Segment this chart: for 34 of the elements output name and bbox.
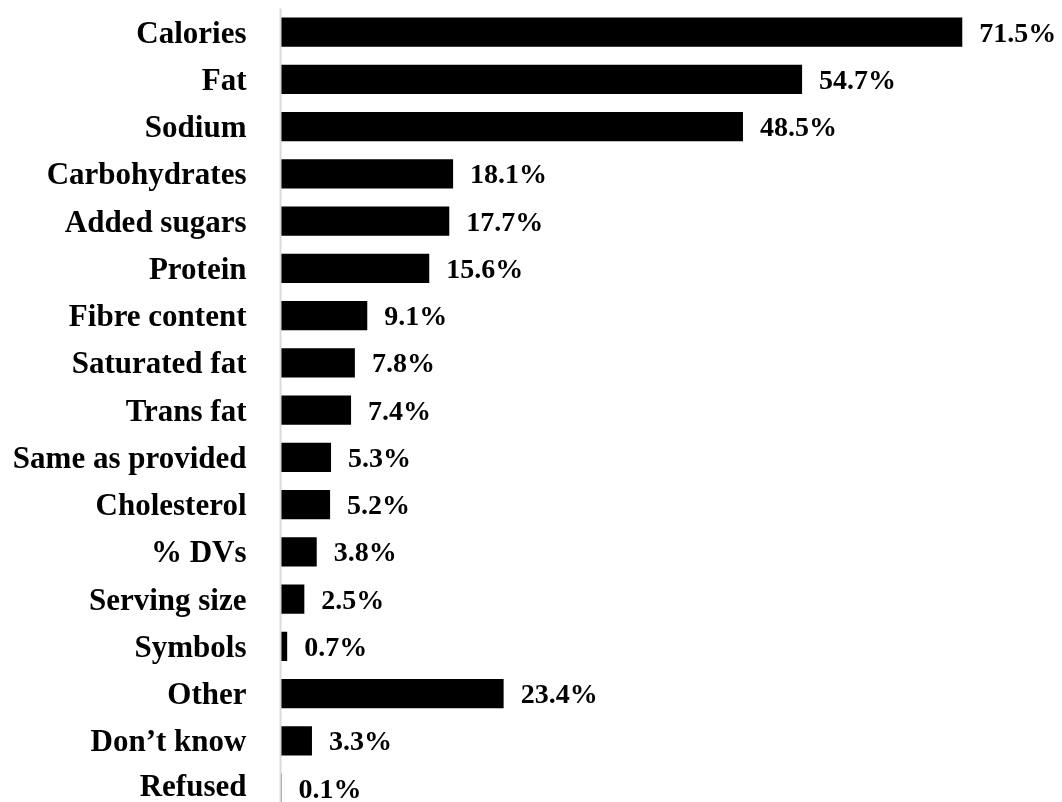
data-label: 3.8%: [333, 536, 397, 568]
data-label: 17.7%: [466, 205, 544, 237]
y-tick-label: Serving size: [88, 581, 247, 617]
data-label: 15.6%: [446, 252, 524, 284]
y-tick-label: % DVs: [150, 534, 247, 570]
y-tick-label: Refused: [139, 767, 247, 802]
y-tick-label: Fibre content: [68, 298, 248, 334]
data-label: 18.1%: [470, 158, 548, 190]
y-tick-label: Other: [167, 676, 247, 712]
data-label: 48.5%: [759, 111, 837, 143]
data-label: 0.7%: [304, 630, 368, 662]
y-tick-label: Trans fat: [125, 392, 248, 428]
data-label: 7.4%: [368, 394, 432, 426]
y-tick-label: Protein: [148, 250, 247, 286]
y-tick-label: Symbols: [134, 628, 247, 664]
y-tick-label: Saturated fat: [71, 345, 248, 381]
data-label: 9.1%: [384, 300, 448, 332]
y-tick-label: Same as provided: [12, 439, 247, 475]
data-label: 2.5%: [321, 583, 385, 615]
y-tick-label: Calories: [136, 14, 247, 50]
y-tick-label: Carbohydrates: [46, 156, 247, 192]
data-label: 23.4%: [520, 678, 598, 710]
y-tick-label: Sodium: [144, 109, 247, 145]
y-tick-label: Added sugars: [64, 203, 247, 239]
data-label: 71.5%: [979, 16, 1057, 48]
data-label: 0.1%: [298, 772, 362, 802]
data-label: 54.7%: [819, 63, 897, 95]
y-tick-label: Fat: [201, 61, 248, 97]
data-label: 5.2%: [347, 489, 411, 521]
data-label: 7.8%: [371, 347, 435, 379]
data-label: 3.3%: [328, 725, 392, 757]
y-tick-label: Don’t know: [90, 723, 248, 759]
y-tick-label: Cholesterol: [95, 487, 247, 523]
data-label: 5.3%: [348, 441, 412, 473]
